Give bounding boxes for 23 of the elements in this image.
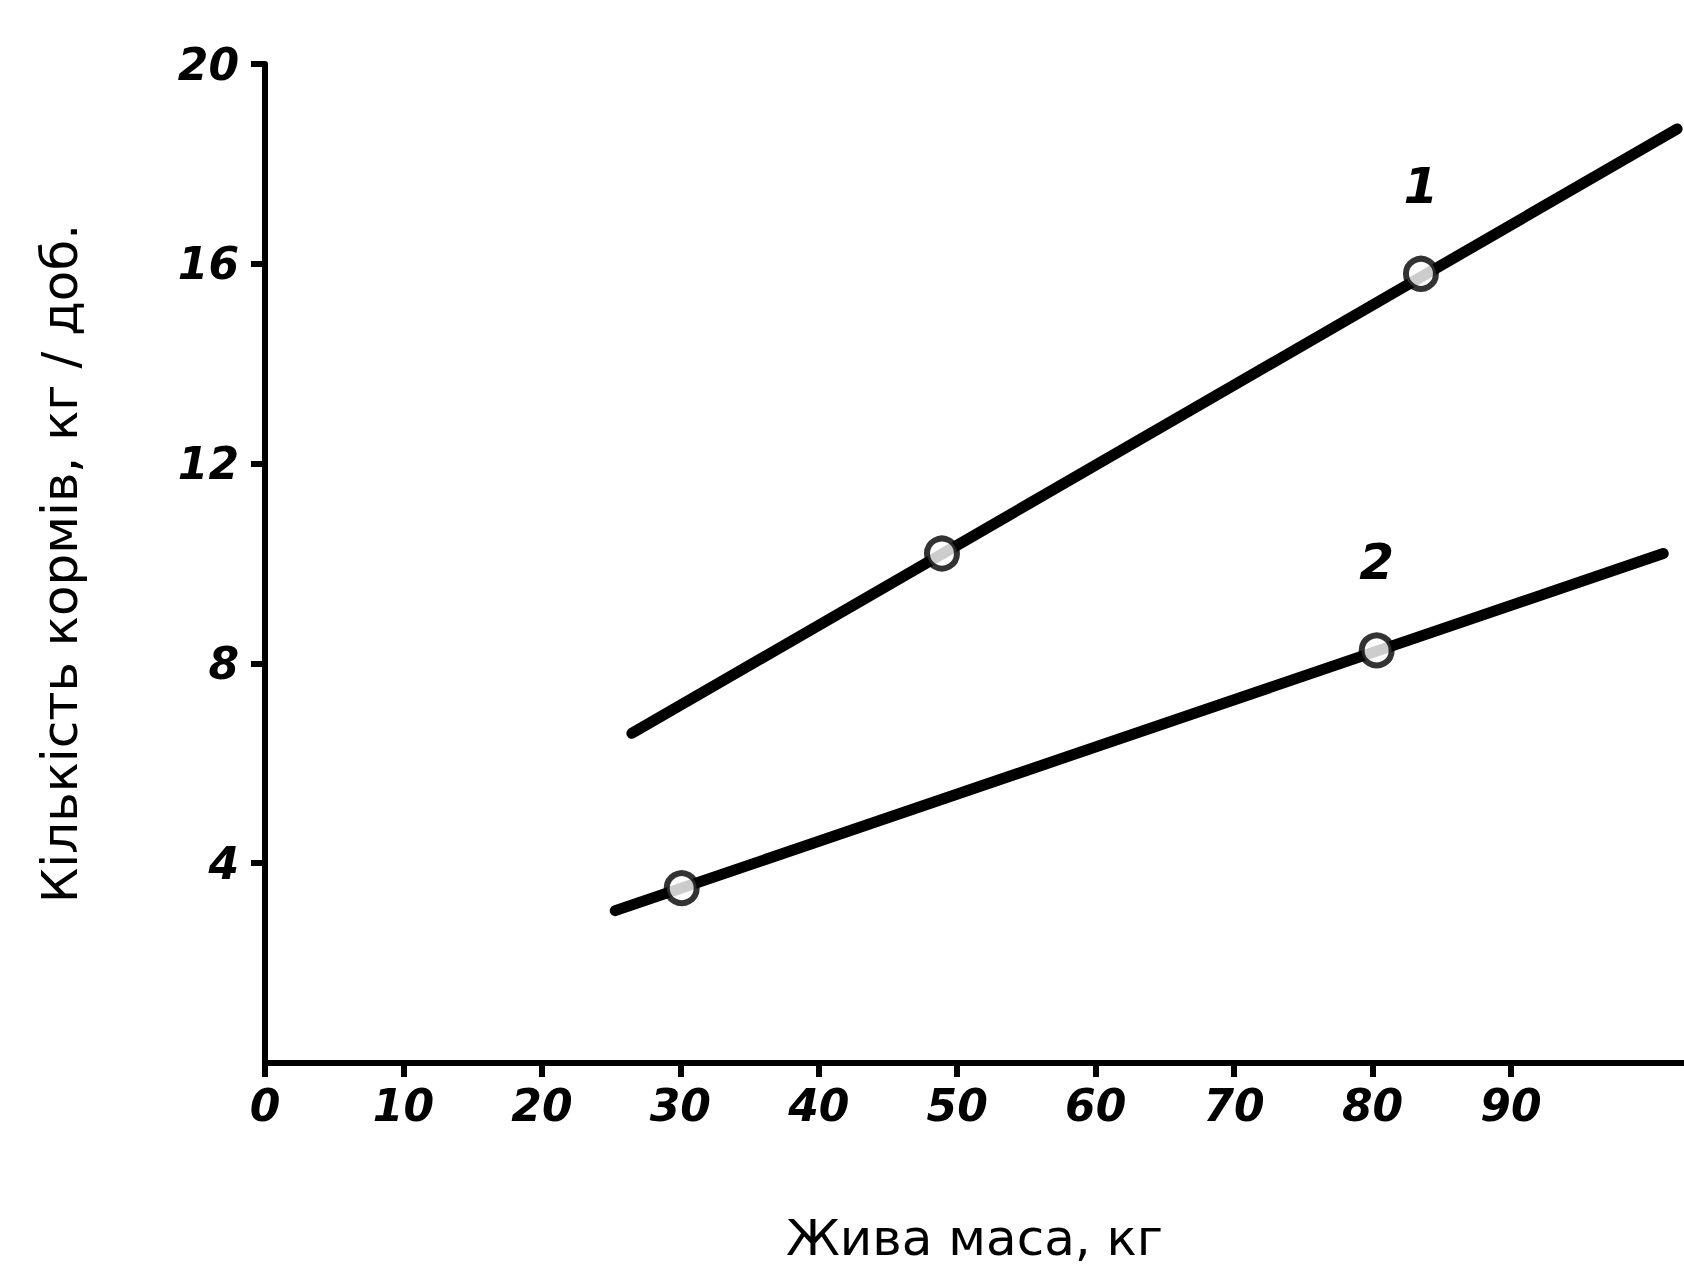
- y-axis-title: Кількість кормів, кг / доб.: [31, 223, 89, 904]
- x-tick-label: 50: [926, 1079, 988, 1131]
- x-tick-label: 80: [1341, 1079, 1404, 1131]
- x-tick-label: 70: [1203, 1079, 1265, 1131]
- x-tick-label: 20: [511, 1079, 573, 1131]
- y-tick-label: 20: [177, 38, 239, 90]
- point: [663, 870, 700, 907]
- x-tick-label: 90: [1480, 1079, 1542, 1131]
- x-tick-label: 0: [249, 1079, 281, 1131]
- y-tick-label: 12: [177, 438, 239, 490]
- x-tick-label: 30: [649, 1079, 711, 1131]
- series-label: 2: [1359, 533, 1395, 592]
- x-tick-label: 40: [787, 1079, 850, 1131]
- y-tick-label: 16: [177, 238, 239, 290]
- x-tick-label: 10: [372, 1079, 435, 1131]
- y-tick-label: 4: [207, 837, 239, 889]
- point: [1358, 632, 1395, 669]
- point: [924, 535, 960, 572]
- y-tick-label: 8: [208, 637, 239, 689]
- point: [1403, 255, 1439, 292]
- x-tick-label: 60: [1065, 1079, 1127, 1131]
- x-axis-title: Жива маса, кг: [785, 1209, 1164, 1267]
- series-label: 1: [1403, 156, 1439, 215]
